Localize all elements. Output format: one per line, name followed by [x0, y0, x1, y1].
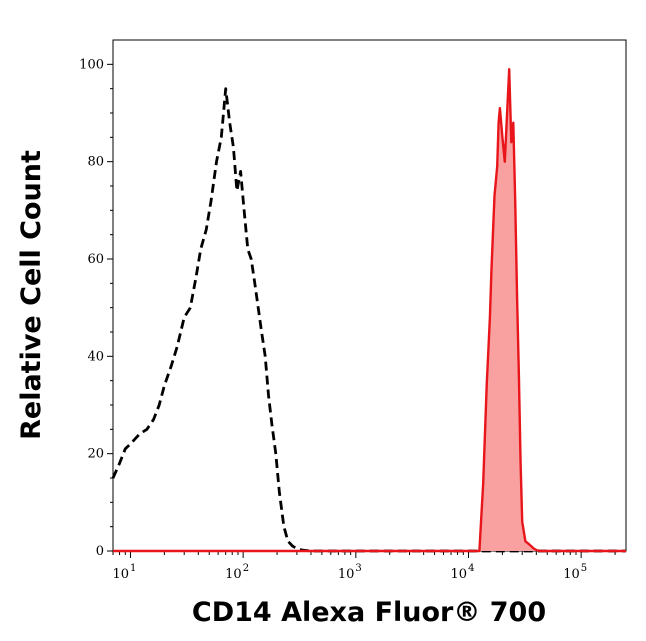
y-axis-ticks: 0 20 40 60 80 100 [79, 57, 113, 559]
series-layer [111, 68, 626, 553]
series-fill-1 [113, 69, 626, 551]
x-tick-label: 104 [451, 563, 475, 582]
y-tick-label: 100 [79, 57, 104, 72]
y-tick-label: 20 [87, 447, 104, 462]
y-tick-label: 0 [96, 544, 104, 559]
x-tick-label: 101 [112, 563, 136, 582]
x-axis-title: CD14 Alexa Fluor® 700 [192, 597, 546, 628]
plot-frame [112, 39, 627, 552]
x-tick-label: 103 [338, 563, 362, 582]
series-line-0 [111, 87, 626, 553]
y-tick-label: 40 [87, 349, 104, 364]
x-axis-ticks: 101 102 103 104 105 [112, 551, 616, 582]
y-tick-label: 60 [87, 252, 104, 267]
y-tick-label: 80 [87, 155, 104, 170]
series-line-1 [113, 68, 626, 553]
x-tick-label: 102 [225, 563, 249, 582]
x-tick-label: 105 [563, 563, 587, 582]
y-axis-title: Relative Cell Count [16, 150, 47, 440]
